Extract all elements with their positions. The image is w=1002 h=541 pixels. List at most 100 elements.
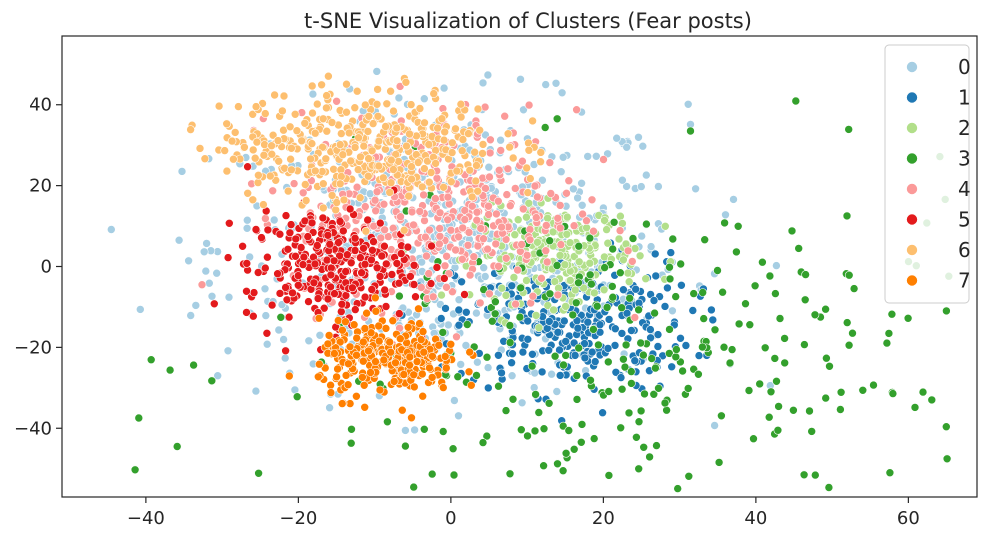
scatter-point-cluster-0 bbox=[207, 291, 217, 301]
scatter-point-cluster-4 bbox=[505, 201, 515, 210]
scatter-point-cluster-5 bbox=[381, 302, 391, 311]
scatter-point-cluster-3 bbox=[698, 342, 707, 352]
scatter-point-cluster-5 bbox=[360, 292, 370, 302]
scatter-point-cluster-6 bbox=[220, 146, 229, 155]
scatter-point-cluster-0 bbox=[583, 152, 593, 161]
scatter-point-cluster-4 bbox=[525, 225, 535, 234]
scatter-point-cluster-3 bbox=[540, 123, 550, 132]
scatter-point-cluster-0 bbox=[478, 78, 488, 88]
scatter-point-cluster-1 bbox=[616, 373, 626, 382]
scatter-point-cluster-4 bbox=[492, 209, 501, 219]
scatter-point-cluster-0 bbox=[483, 70, 493, 80]
scatter-point-cluster-3 bbox=[660, 398, 670, 408]
scatter-point-cluster-1 bbox=[667, 362, 677, 372]
scatter-point-cluster-3 bbox=[700, 235, 710, 244]
scatter-point-cluster-4 bbox=[460, 206, 470, 215]
scatter-point-cluster-5 bbox=[411, 292, 420, 302]
scatter-point-cluster-2 bbox=[501, 291, 511, 300]
scatter-point-cluster-3 bbox=[491, 297, 500, 307]
scatter-point-cluster-3 bbox=[791, 96, 801, 106]
scatter-point-cluster-3 bbox=[346, 438, 356, 448]
scatter-point-cluster-1 bbox=[457, 277, 466, 287]
scatter-point-cluster-6 bbox=[327, 118, 337, 127]
scatter-point-cluster-2 bbox=[565, 276, 575, 285]
scatter-point-cluster-0 bbox=[641, 170, 651, 180]
scatter-point-cluster-7 bbox=[366, 368, 375, 377]
scatter-point-cluster-0 bbox=[683, 100, 693, 109]
scatter-point-cluster-0 bbox=[577, 201, 587, 210]
scatter-point-cluster-7 bbox=[397, 405, 407, 415]
scatter-point-cluster-6 bbox=[356, 152, 365, 162]
scatter-point-cluster-6 bbox=[329, 165, 338, 174]
scatter-point-cluster-4 bbox=[497, 222, 506, 232]
scatter-point-cluster-3 bbox=[822, 353, 831, 363]
scatter-point-cluster-6 bbox=[433, 123, 442, 133]
scatter-point-cluster-6 bbox=[338, 150, 348, 159]
scatter-point-cluster-4 bbox=[484, 201, 493, 211]
scatter-point-cluster-0 bbox=[205, 278, 214, 288]
scatter-point-cluster-3 bbox=[628, 234, 638, 243]
scatter-point-cluster-1 bbox=[497, 368, 506, 378]
scatter-point-cluster-5 bbox=[348, 283, 357, 293]
scatter-point-cluster-1 bbox=[555, 345, 564, 355]
scatter-point-cluster-6 bbox=[222, 119, 231, 129]
scatter-point-cluster-6 bbox=[310, 166, 320, 176]
scatter-point-cluster-1 bbox=[587, 347, 597, 357]
scatter-point-cluster-7 bbox=[412, 357, 422, 366]
legend-label-5: 5 bbox=[958, 208, 971, 232]
scatter-point-cluster-3 bbox=[574, 241, 584, 251]
scatter-point-cluster-2 bbox=[570, 285, 580, 295]
scatter-point-cluster-3 bbox=[662, 405, 671, 415]
scatter-point-cluster-6 bbox=[322, 91, 331, 100]
scatter-point-cluster-6 bbox=[301, 196, 311, 205]
x-tick-label: −40 bbox=[127, 508, 165, 529]
scatter-point-cluster-2 bbox=[603, 238, 613, 248]
scatter-point-cluster-4 bbox=[481, 184, 490, 193]
scatter-point-cluster-0 bbox=[557, 88, 567, 98]
scatter-point-cluster-3 bbox=[146, 355, 156, 365]
scatter-point-cluster-3 bbox=[689, 289, 699, 298]
scatter-point-cluster-0 bbox=[372, 67, 382, 76]
scatter-point-cluster-5 bbox=[387, 270, 397, 279]
scatter-point-cluster-4 bbox=[562, 189, 571, 198]
scatter-point-cluster-7 bbox=[464, 367, 474, 377]
scatter-point-cluster-3 bbox=[625, 293, 635, 303]
scatter-point-cluster-1 bbox=[507, 358, 516, 368]
scatter-point-cluster-3 bbox=[755, 379, 765, 389]
scatter-point-cluster-5 bbox=[357, 268, 366, 278]
scatter-point-cluster-0 bbox=[461, 341, 471, 350]
scatter-point-cluster-7 bbox=[371, 306, 381, 316]
scatter-point-cluster-6 bbox=[300, 119, 310, 128]
scatter-point-cluster-3 bbox=[842, 318, 852, 327]
scatter-point-cluster-3 bbox=[910, 403, 920, 412]
scatter-point-cluster-3 bbox=[942, 306, 951, 316]
scatter-point-cluster-7 bbox=[414, 304, 423, 314]
scatter-point-cluster-3 bbox=[189, 360, 198, 370]
scatter-point-cluster-5 bbox=[375, 218, 385, 228]
scatter-point-cluster-1 bbox=[617, 329, 627, 338]
scatter-point-cluster-0 bbox=[213, 371, 222, 381]
scatter-point-cluster-1 bbox=[630, 356, 640, 366]
scatter-point-cluster-6 bbox=[401, 78, 411, 87]
scatter-point-cluster-2 bbox=[589, 288, 599, 298]
scatter-point-cluster-0 bbox=[243, 215, 252, 225]
scatter-point-cluster-4 bbox=[428, 292, 438, 302]
scatter-point-cluster-5 bbox=[223, 253, 233, 262]
scatter-point-cluster-0 bbox=[202, 239, 211, 248]
scatter-point-cluster-3 bbox=[545, 289, 555, 299]
scatter-point-cluster-1 bbox=[610, 324, 620, 334]
scatter-point-cluster-6 bbox=[251, 102, 261, 111]
scatter-point-cluster-3 bbox=[576, 437, 586, 447]
scatter-point-cluster-1 bbox=[627, 326, 636, 335]
scatter-point-cluster-6 bbox=[473, 104, 483, 114]
scatter-point-cluster-1 bbox=[544, 345, 554, 355]
scatter-point-cluster-2 bbox=[531, 311, 541, 320]
scatter-point-cluster-6 bbox=[307, 139, 317, 148]
scatter-point-cluster-1 bbox=[523, 334, 533, 344]
scatter-point-cluster-0 bbox=[262, 339, 272, 349]
legend-marker-5 bbox=[906, 213, 918, 226]
scatter-point-cluster-0 bbox=[638, 141, 648, 151]
scatter-point-cluster-6 bbox=[440, 127, 450, 137]
scatter-point-cluster-5 bbox=[286, 220, 296, 229]
scatter-point-cluster-0 bbox=[612, 133, 622, 143]
